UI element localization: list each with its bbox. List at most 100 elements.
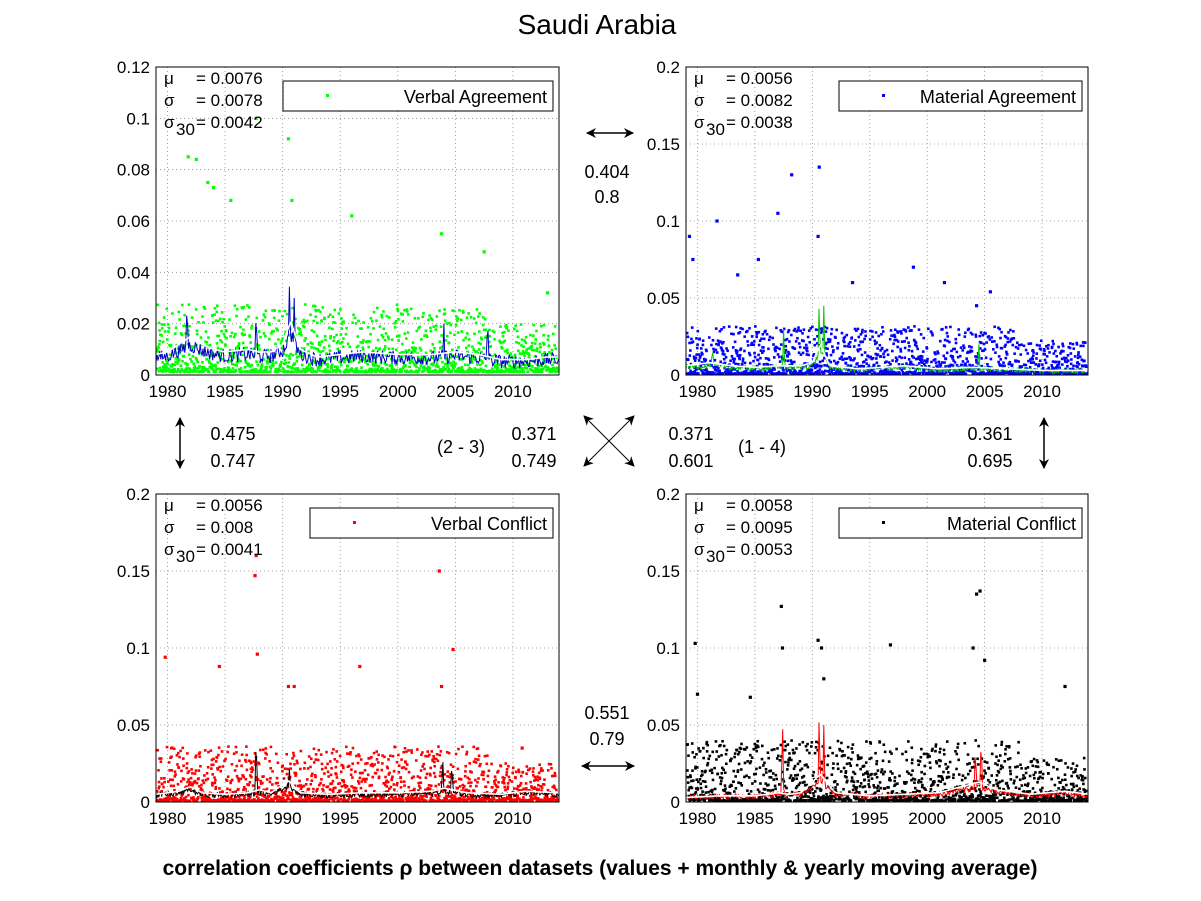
scatter-point xyxy=(970,332,974,336)
scatter-point xyxy=(1041,366,1045,370)
scatter-point xyxy=(1020,365,1024,368)
scatter-point xyxy=(410,369,413,373)
scatter-point xyxy=(540,789,543,792)
scatter-point xyxy=(973,370,977,374)
scatter-point xyxy=(424,351,428,355)
scatter-point xyxy=(444,367,447,371)
scatter-point xyxy=(521,798,524,802)
scatter-point xyxy=(316,367,320,371)
scatter-point xyxy=(236,777,240,780)
scatter-point xyxy=(526,370,530,373)
scatter-point xyxy=(489,344,493,348)
scatter-point xyxy=(872,363,876,367)
scatter-point xyxy=(221,790,224,794)
x-tick-label: 2010 xyxy=(1023,382,1061,401)
scatter-point xyxy=(186,799,190,802)
scatter-point xyxy=(377,761,380,764)
scatter-point xyxy=(737,752,740,756)
scatter-point xyxy=(799,353,803,356)
scatter-point xyxy=(738,357,741,361)
scatter-point xyxy=(551,363,554,367)
scatter-point xyxy=(524,341,528,344)
scatter-point xyxy=(331,315,335,319)
scatter-point xyxy=(224,796,228,800)
scatter-point xyxy=(212,368,215,371)
scatter-point xyxy=(351,321,354,325)
scatter-point xyxy=(375,355,379,359)
scatter-point xyxy=(530,785,533,788)
scatter-point xyxy=(449,791,453,794)
scatter-point xyxy=(1004,335,1008,339)
scatter-point xyxy=(218,791,222,794)
scatter-point xyxy=(773,368,776,371)
scatter-point xyxy=(724,356,728,359)
scatter-point xyxy=(429,773,432,777)
scatter-point xyxy=(237,798,240,802)
scatter-point xyxy=(863,337,866,341)
scatter-point xyxy=(311,370,314,374)
scatter-point xyxy=(269,370,272,373)
scatter-point xyxy=(469,781,473,784)
scatter-point xyxy=(845,372,849,375)
scatter-point xyxy=(156,794,160,798)
scatter-point xyxy=(259,335,262,339)
scatter-point xyxy=(766,363,770,367)
scatter-point xyxy=(334,365,337,369)
scatter-point xyxy=(176,347,180,350)
scatter-point xyxy=(407,749,410,752)
scatter-point xyxy=(266,357,270,360)
scatter-point xyxy=(190,348,194,351)
scatter-point xyxy=(384,780,388,784)
scatter-point xyxy=(435,315,439,318)
scatter-point xyxy=(307,350,310,353)
scatter-point xyxy=(698,356,702,359)
scatter-point xyxy=(845,357,849,360)
scatter-point xyxy=(847,342,851,346)
scatter-point xyxy=(856,327,860,331)
scatter-point xyxy=(165,307,169,311)
scatter-point xyxy=(933,351,936,354)
scatter-point xyxy=(374,370,378,374)
scatter-point xyxy=(236,345,240,348)
scatter-point xyxy=(211,784,214,787)
scatter-point xyxy=(315,370,318,373)
scatter-point xyxy=(838,357,842,360)
legend-box xyxy=(309,507,554,539)
scatter-point xyxy=(1077,351,1080,354)
scatter-point xyxy=(527,354,531,357)
scatter-point xyxy=(732,799,736,802)
scatter-point xyxy=(447,362,450,366)
scatter-point xyxy=(354,770,357,774)
scatter-point xyxy=(411,341,415,344)
scatter-point xyxy=(722,768,725,772)
scatter-point xyxy=(376,794,380,798)
scatter-point xyxy=(734,787,738,790)
scatter-point xyxy=(315,309,318,313)
scatter-point xyxy=(202,366,205,369)
scatter-point xyxy=(451,348,454,352)
scatter-point xyxy=(821,359,825,363)
scatter-point xyxy=(334,786,337,790)
scatter-point xyxy=(321,306,325,309)
scatter-point xyxy=(898,372,902,375)
scatter-point xyxy=(434,784,438,788)
scatter-point xyxy=(802,339,805,343)
scatter-point xyxy=(1041,363,1044,366)
scatter-point xyxy=(715,365,719,369)
scatter-point xyxy=(537,783,540,787)
scatter-point xyxy=(402,750,406,754)
scatter-point xyxy=(164,367,168,370)
scatter-point xyxy=(213,776,216,779)
scatter-point xyxy=(392,799,395,802)
scatter-point xyxy=(480,350,483,354)
scatter-point xyxy=(744,372,747,375)
x-tick-label: 1995 xyxy=(851,809,889,828)
scatter-point xyxy=(796,329,800,332)
scatter-point xyxy=(1012,330,1015,333)
scatter-point xyxy=(817,364,820,367)
scatter-point xyxy=(468,777,471,781)
scatter-point xyxy=(230,762,234,766)
scatter-point xyxy=(944,365,947,368)
scatter-point xyxy=(259,370,263,374)
scatter-point xyxy=(340,317,343,320)
